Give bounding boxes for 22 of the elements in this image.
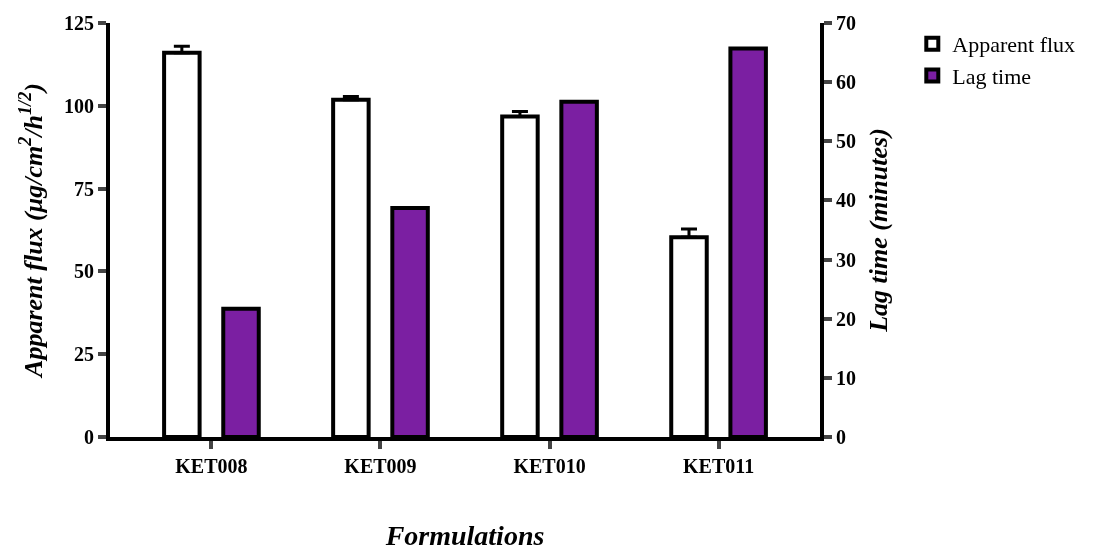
- y2-tick-label: 50: [836, 130, 856, 153]
- x-tick-label: KET010: [513, 455, 586, 477]
- y2-tick-label: 10: [836, 366, 856, 389]
- y2-tick-label: 0: [836, 426, 846, 448]
- y2-tick-label: 20: [836, 307, 856, 330]
- x-axis-title: Formulations: [384, 519, 545, 551]
- x-tick-label: KET008: [175, 455, 248, 477]
- y-tick-label: 75: [74, 177, 94, 200]
- legend-label: Lag time: [952, 63, 1032, 89]
- y-tick-label: 125: [64, 12, 94, 34]
- y-tick-label: 0: [84, 426, 94, 448]
- x-tick-label: KET009: [344, 455, 417, 477]
- x-tick-label: KET011: [683, 455, 755, 477]
- y2-axis-title: Lag time (minutes): [864, 128, 894, 333]
- y2-tick-label: 40: [836, 189, 856, 212]
- legend-label: Apparent flux: [952, 32, 1076, 58]
- y-tick-label: 100: [64, 94, 94, 117]
- y2-tick-label: 30: [836, 248, 856, 271]
- y2-tick-label: 60: [836, 71, 856, 94]
- y-tick-label: 50: [74, 260, 94, 283]
- y-tick-label: 25: [74, 343, 94, 366]
- y2-tick-label: 70: [836, 12, 856, 34]
